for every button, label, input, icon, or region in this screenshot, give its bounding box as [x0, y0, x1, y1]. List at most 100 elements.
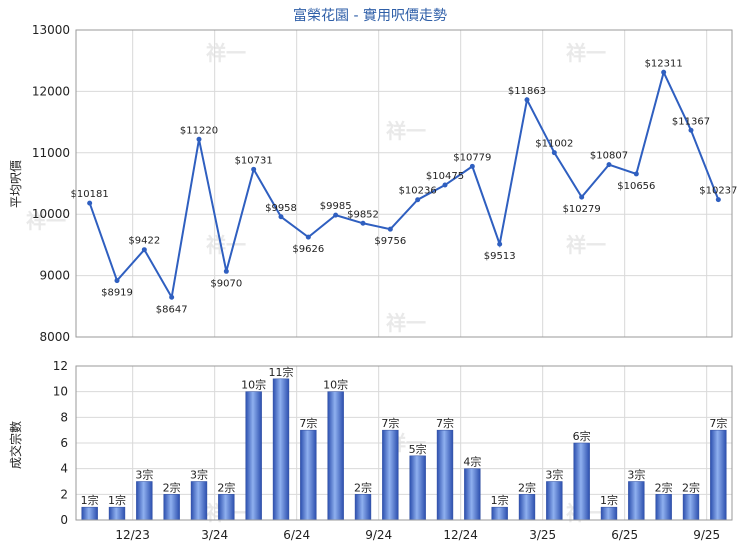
price-label: $10656	[617, 181, 655, 192]
price-point	[141, 247, 147, 253]
price-point	[278, 214, 284, 220]
bar-label: 7宗	[709, 416, 727, 430]
bar-chart-y-tick: 12	[53, 359, 68, 373]
bar-label: 2宗	[655, 480, 673, 494]
price-point	[579, 194, 585, 200]
price-label: $9985	[320, 201, 352, 212]
bar	[136, 481, 153, 521]
bar-label: 2宗	[354, 480, 372, 494]
bar-chart-y-tick: 8	[60, 410, 68, 424]
price-label: $10279	[563, 204, 601, 215]
bar-label: 2宗	[163, 480, 181, 494]
price-point	[715, 197, 721, 203]
bar	[81, 506, 98, 521]
bar-chart-x-tick: 9/25	[693, 528, 720, 542]
price-point	[305, 234, 311, 240]
bar-chart-x-tick: 6/25	[611, 528, 638, 542]
price-label: $8919	[101, 288, 133, 299]
bar	[190, 481, 208, 521]
watermark-layer: 祥一祥一祥一祥一祥一祥一祥一祥一祥一祥一	[26, 41, 606, 525]
bar	[682, 494, 700, 521]
price-point	[551, 150, 557, 156]
price-label: $10237	[699, 186, 737, 197]
line-chart-y-tick: 11000	[32, 146, 70, 160]
bar	[272, 378, 290, 521]
price-label: $10475	[426, 171, 464, 182]
bar	[354, 494, 372, 521]
bar	[628, 481, 645, 521]
bar-series	[81, 378, 727, 521]
bar	[382, 429, 399, 521]
bar	[546, 481, 563, 521]
bar-chart-y-axis-label: 成交宗數	[8, 421, 23, 469]
price-point	[87, 200, 93, 206]
bar	[600, 506, 618, 521]
price-point	[661, 69, 667, 75]
bar-chart-x-tick: 3/24	[201, 528, 228, 542]
price-point	[223, 268, 229, 274]
watermark-mark: 祥一	[386, 119, 426, 143]
price-label: $9756	[374, 236, 406, 247]
bar-label: 3宗	[190, 468, 208, 482]
price-label: $11367	[672, 116, 710, 127]
bar	[163, 494, 180, 521]
watermark-mark: 祥一	[206, 233, 246, 257]
bar-label: 2宗	[682, 480, 700, 494]
bar	[436, 429, 454, 521]
price-point	[114, 278, 120, 284]
line-chart-y-tick: 13000	[32, 23, 70, 37]
bar-label: 2宗	[518, 480, 536, 494]
bar	[573, 442, 590, 521]
bar-label: 1宗	[108, 493, 126, 507]
watermark-mark: 祥一	[566, 41, 606, 65]
price-label: $11220	[180, 125, 218, 136]
price-label: $10779	[453, 152, 491, 163]
price-label: $9626	[292, 244, 324, 255]
price-point	[387, 226, 393, 232]
bar-label: 5宗	[409, 442, 427, 456]
bar-label: 6宗	[573, 429, 591, 443]
price-label: $9422	[128, 236, 160, 247]
price-point	[169, 294, 175, 300]
price-label: $10731	[235, 155, 273, 166]
bar-label: 3宗	[135, 468, 153, 482]
price-label: $10807	[590, 151, 628, 162]
bar	[108, 506, 126, 521]
watermark-mark: 祥一	[386, 311, 426, 335]
line-chart-y-axis-label: 平均呎價	[9, 160, 23, 208]
bar	[464, 468, 481, 521]
watermark-mark: 祥一	[26, 209, 66, 233]
watermark-mark: 祥一	[566, 233, 606, 257]
bar-chart-x-tick: 12/23	[115, 528, 150, 542]
bar	[327, 391, 344, 521]
price-label: $8647	[156, 304, 188, 315]
price-point	[606, 162, 612, 168]
price-line	[88, 69, 720, 301]
price-label: $9070	[210, 278, 242, 289]
bar-label: 7宗	[436, 416, 454, 430]
line-chart-y-tick: 9000	[39, 269, 70, 283]
line-chart-frame	[75, 29, 733, 338]
price-label: $9513	[484, 251, 516, 262]
bar-label: 2宗	[217, 480, 235, 494]
price-point	[633, 171, 639, 177]
price-point	[469, 163, 475, 169]
line-chart-y-tick: 8000	[39, 330, 70, 344]
watermark-mark: 祥一	[206, 41, 246, 65]
line-series	[87, 69, 721, 301]
bar-label: 1宗	[491, 493, 509, 507]
bar-label: 1宗	[600, 493, 618, 507]
price-label: $10181	[71, 189, 109, 200]
bar-label: 11宗	[269, 365, 294, 379]
bar-chart-y-tick: 4	[60, 462, 68, 476]
price-label: $11002	[535, 139, 573, 150]
bar-label: 4宗	[463, 455, 481, 469]
bar	[300, 429, 317, 521]
bar-chart-x-tick: 9/24	[365, 528, 392, 542]
price-point	[251, 166, 257, 172]
bar	[491, 506, 508, 521]
price-point	[333, 212, 339, 218]
price-point	[688, 127, 694, 133]
bar-label: 10宗	[323, 378, 348, 392]
